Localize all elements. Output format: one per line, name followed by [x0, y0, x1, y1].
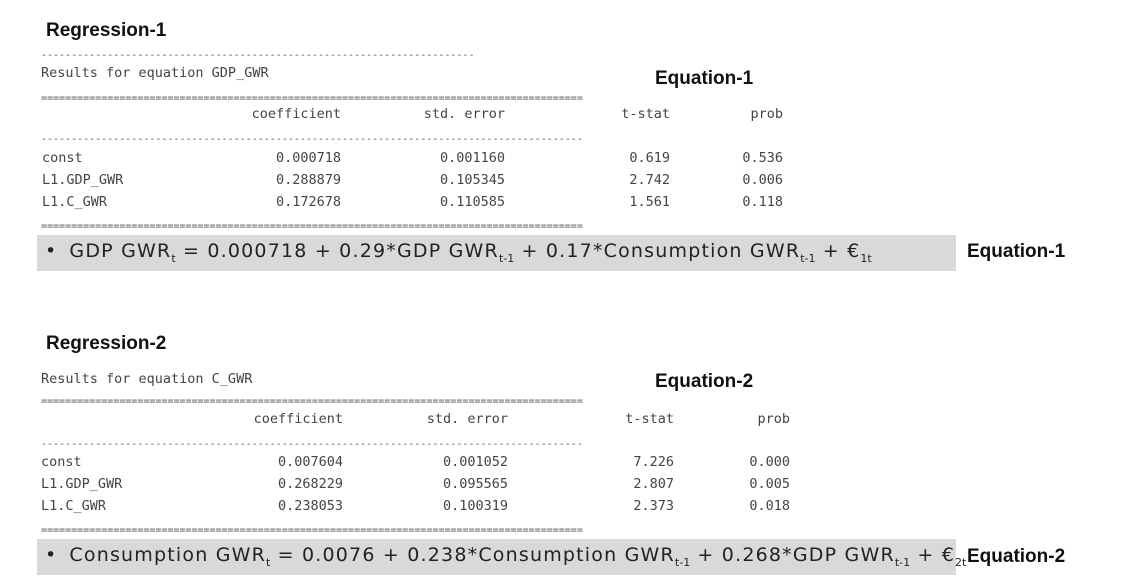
row-coefficient: 0.000718 — [275, 150, 341, 166]
row-coefficient: 0.007604 — [277, 454, 343, 470]
row-name: L1.GDP_GWR — [41, 476, 123, 492]
row-coefficient: 0.288879 — [275, 172, 341, 188]
row-coefficient: 0.238053 — [277, 498, 343, 514]
dash-rule-mid: ----------------------------------------… — [41, 439, 583, 450]
header-std-error: std. error — [426, 411, 508, 427]
regression-2-table: coefficient std. error t-stat prob -----… — [41, 411, 801, 541]
header-coefficient: coefficient — [251, 106, 341, 122]
table-row: const 0.007604 0.001052 7.226 0.000 — [41, 454, 801, 476]
row-std-error: 0.110585 — [439, 194, 505, 210]
table-row: L1.C_GWR 0.238053 0.100319 2.373 0.018 — [41, 498, 801, 520]
equation-1-table-tag: Equation-1 — [655, 68, 754, 89]
row-coefficient: 0.172678 — [275, 194, 341, 210]
row-name: L1.GDP_GWR — [42, 172, 124, 188]
equation-2-table-tag: Equation-2 — [655, 371, 754, 392]
row-prob: 0.118 — [742, 194, 783, 210]
equation-2-bar: • Consumption GWRt = 0.0076 + 0.238*Consu… — [37, 539, 966, 575]
bullet-icon: • — [45, 240, 58, 262]
row-std-error: 0.100319 — [442, 498, 508, 514]
row-prob: 0.536 — [742, 150, 783, 166]
row-prob: 0.006 — [742, 172, 783, 188]
row-std-error: 0.105345 — [439, 172, 505, 188]
table-header-row: coefficient std. error t-stat prob — [41, 106, 801, 128]
row-std-error: 0.095565 — [442, 476, 508, 492]
equation-2-side-tag: Equation-2 — [967, 546, 1066, 567]
row-prob: 0.018 — [749, 498, 790, 514]
row-std-error: 0.001052 — [442, 454, 508, 470]
row-prob: 0.005 — [749, 476, 790, 492]
row-t-stat: 7.226 — [633, 454, 674, 470]
header-prob: prob — [750, 106, 783, 122]
double-rule-top: ========================================… — [41, 396, 583, 407]
double-rule-top: ========================================… — [41, 93, 583, 104]
double-rule-bottom: ========================================… — [41, 221, 583, 232]
header-t-stat: t-stat — [625, 411, 674, 427]
row-std-error: 0.001160 — [439, 150, 505, 166]
table-row: L1.C_GWR 0.172678 0.110585 1.561 0.118 — [41, 194, 801, 216]
row-name: const — [42, 150, 83, 166]
dash-rule-mid: ----------------------------------------… — [41, 134, 583, 145]
table-row: const 0.000718 0.001160 0.619 0.536 — [41, 150, 801, 172]
results-label: Results for equation C_GWR — [41, 371, 253, 387]
table-row: L1.GDP_GWR 0.288879 0.105345 2.742 0.006 — [41, 172, 801, 194]
row-name: const — [41, 454, 82, 470]
regression-1-table: coefficient std. error t-stat prob -----… — [41, 106, 801, 236]
row-name: L1.C_GWR — [41, 498, 107, 514]
header-prob: prob — [757, 411, 790, 427]
row-t-stat: 1.561 — [629, 194, 670, 210]
row-name: L1.C_GWR — [42, 194, 108, 210]
header-coefficient: coefficient — [253, 411, 343, 427]
table-row: L1.GDP_GWR 0.268229 0.095565 2.807 0.005 — [41, 476, 801, 498]
bullet-icon: • — [45, 544, 58, 566]
regression-2-title: Regression-2 — [46, 333, 167, 354]
top-dash-rule: ----------------------------------------… — [41, 50, 475, 61]
row-t-stat: 0.619 — [629, 150, 670, 166]
row-prob: 0.000 — [749, 454, 790, 470]
row-t-stat: 2.742 — [629, 172, 670, 188]
equation-1-bar: • GDP GWRt = 0.000718 + 0.29*GDP GWRt-1 +… — [37, 235, 956, 271]
header-std-error: std. error — [423, 106, 505, 122]
results-label: Results for equation GDP_GWR — [41, 65, 269, 81]
equation-2-text: • Consumption GWRt = 0.0076 + 0.238*Consu… — [45, 544, 967, 569]
header-t-stat: t-stat — [621, 106, 670, 122]
row-coefficient: 0.268229 — [277, 476, 343, 492]
equation-1-text: • GDP GWRt = 0.000718 + 0.29*GDP GWRt-1 +… — [45, 240, 872, 265]
table-header-row: coefficient std. error t-stat prob — [41, 411, 801, 433]
regression-1-title: Regression-1 — [46, 20, 167, 41]
row-t-stat: 2.373 — [633, 498, 674, 514]
equation-1-side-tag: Equation-1 — [967, 241, 1066, 262]
double-rule-bottom: ========================================… — [41, 525, 583, 536]
row-t-stat: 2.807 — [633, 476, 674, 492]
